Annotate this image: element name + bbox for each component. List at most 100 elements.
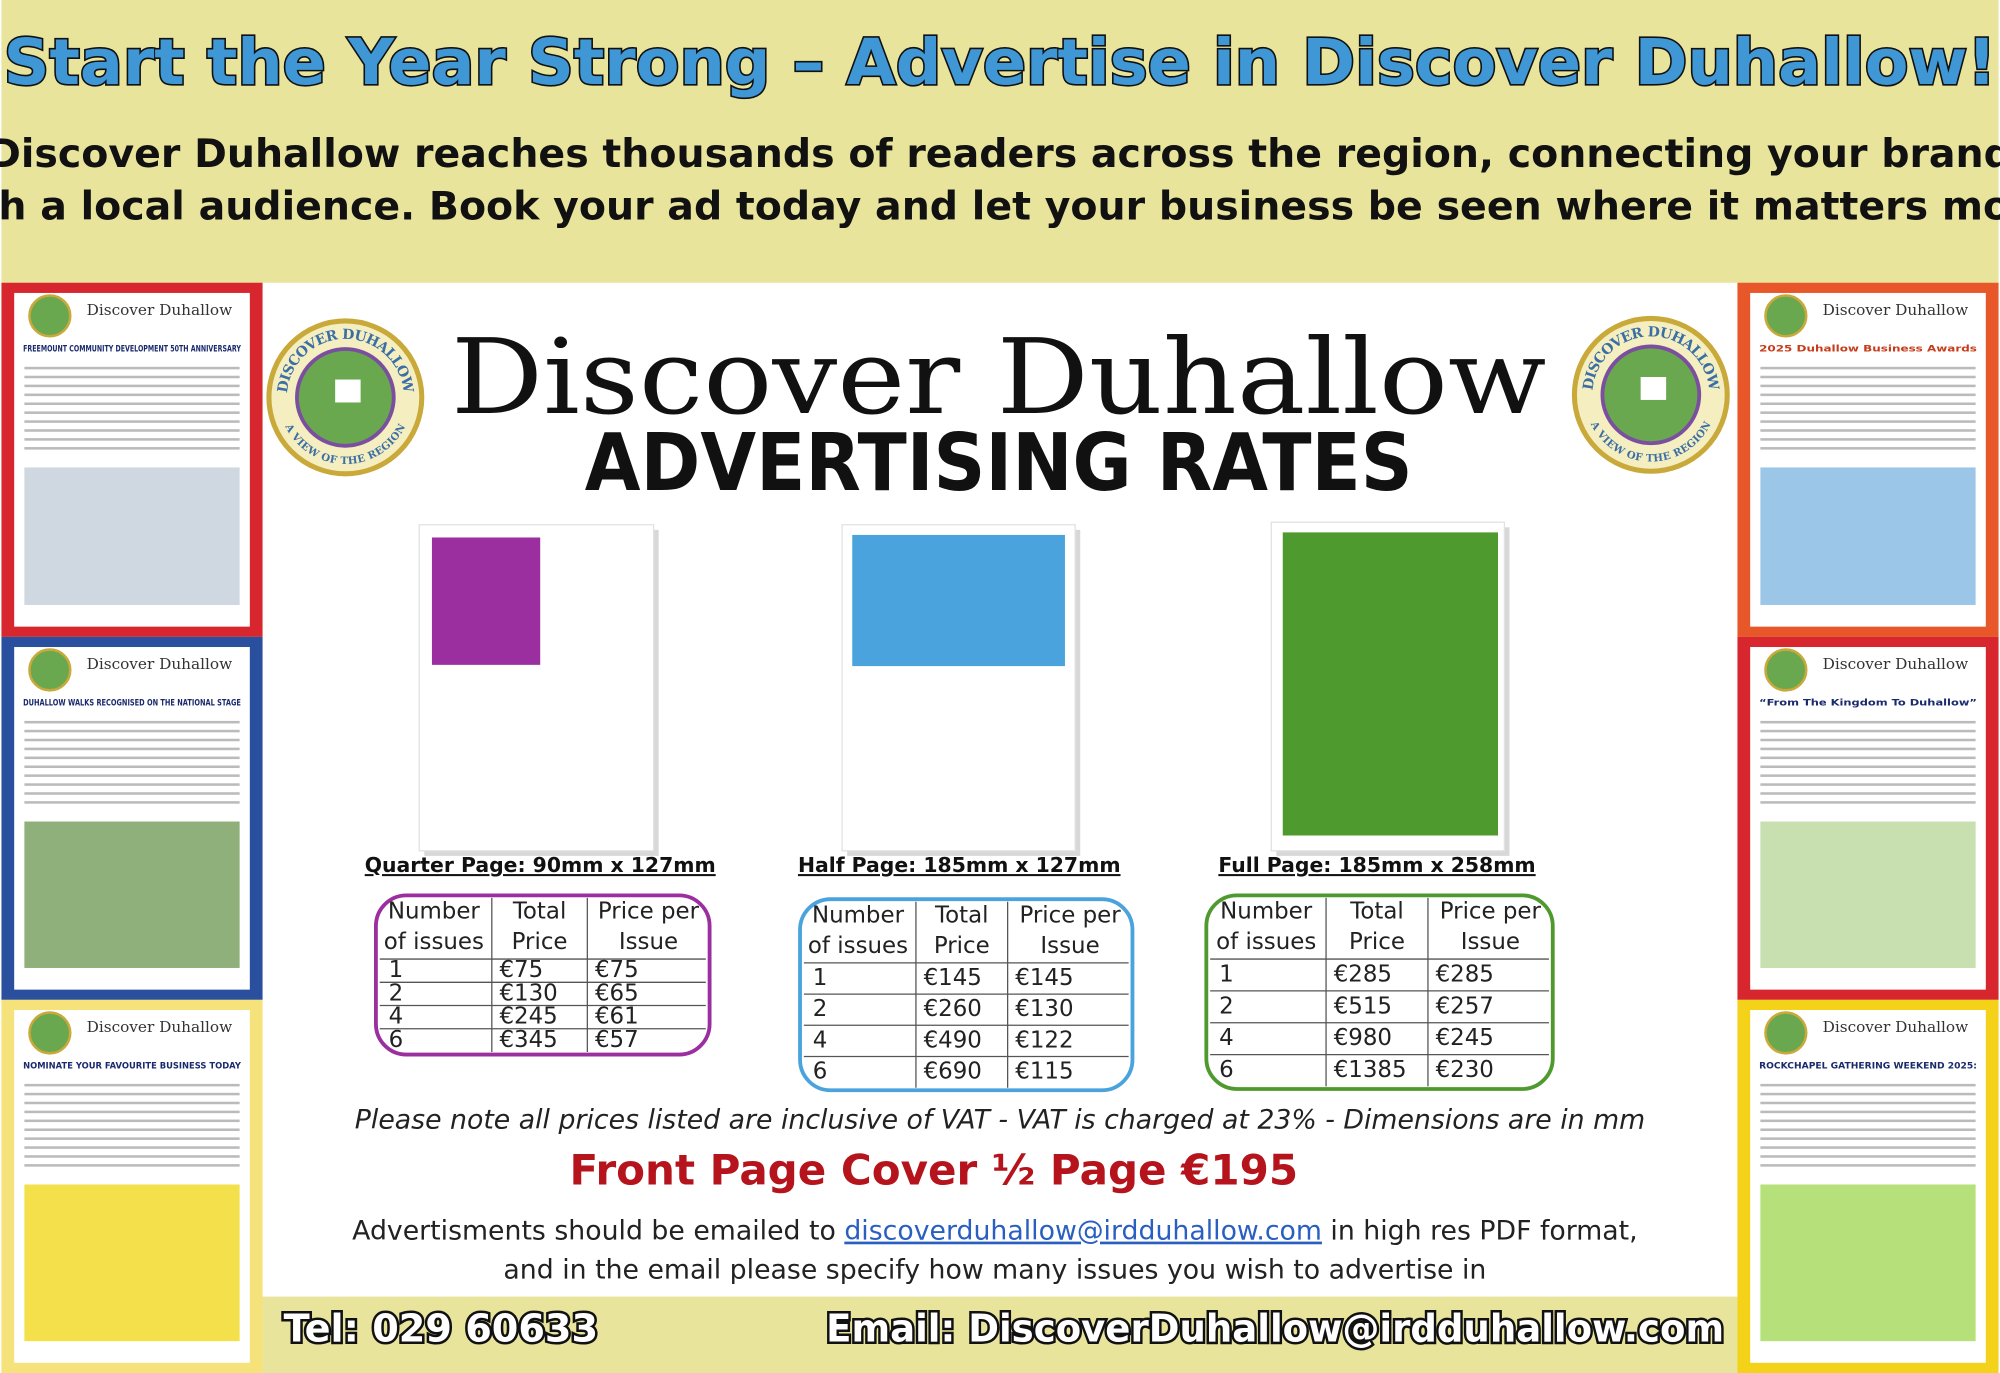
ad-area [852, 534, 1065, 667]
table-cell: 6 [389, 1027, 404, 1053]
cover-text-line [1760, 774, 1976, 777]
cover-text-line [24, 720, 240, 724]
table-cell: €75 [595, 957, 639, 983]
cover-logo [1764, 294, 1808, 338]
cover-masthead: Discover Duhallow [87, 1018, 233, 1036]
table-cell: €115 [1015, 1059, 1073, 1085]
cover-logo [1764, 648, 1808, 692]
cover-text-line [1760, 1119, 1976, 1123]
cover-text-line [24, 402, 240, 406]
cover-text-line [1760, 375, 1976, 379]
table-header: of issues [808, 933, 908, 959]
table-header: Price per [1440, 898, 1542, 924]
cover-text-line [1760, 738, 1976, 742]
brand-name: Discover Duhallow [451, 316, 1546, 438]
email-text: Advertisments should be emailed to [352, 1215, 844, 1246]
cover-text-line [1760, 756, 1976, 760]
cover-text-line [24, 1083, 240, 1087]
table-cell: €490 [924, 1027, 982, 1053]
footer-tel: Tel: 029 60633 [284, 1307, 598, 1351]
cover-text-line [1760, 366, 1976, 370]
table-header: Issue [1461, 929, 1520, 955]
cover-photo [1760, 821, 1976, 968]
cover-text-line [1760, 402, 1976, 406]
cover-text-line [24, 384, 240, 388]
intro-line: with a local audience. Book your ad toda… [0, 183, 2000, 229]
table-cell: 4 [1219, 1025, 1234, 1051]
vat-note: Please note all prices listed are inclus… [355, 1104, 1645, 1135]
cover-text-line [1760, 1164, 1976, 1167]
table-cell: 2 [813, 996, 828, 1022]
table-cell: €145 [924, 965, 982, 991]
cover-text-line [24, 447, 240, 450]
cover-photo [24, 467, 240, 605]
table-cell: 1 [813, 965, 828, 991]
cover-text-line [24, 375, 240, 379]
cover-text-line [1760, 393, 1976, 397]
cover-logo [28, 294, 72, 338]
cover-text-line [24, 774, 240, 777]
table-cell: €130 [499, 980, 557, 1006]
cover-text-line [1760, 792, 1976, 795]
cover-headline: NOMINATE YOUR FAVOURITE BUSINESS TODAY [23, 1062, 241, 1072]
cover-text-line [1760, 429, 1976, 432]
table-cell: €65 [595, 980, 639, 1006]
cover-text-line [1760, 411, 1976, 414]
table-header: Total [1349, 898, 1404, 924]
cover-text-line [1760, 720, 1976, 724]
cover-text-line [1760, 420, 1976, 423]
intro-line: Discover Duhallow reaches thousands of r… [0, 131, 2000, 177]
headline: Start the Year Strong – Advertise in Dis… [4, 26, 1997, 100]
cover-text-line [24, 1146, 240, 1149]
cover-text-line [24, 1101, 240, 1105]
cover-text-line [1760, 765, 1976, 769]
email-link[interactable]: discoverduhallow@irdduhallow.com [844, 1215, 1322, 1246]
cover-text-line [24, 729, 240, 733]
cover-text-line [1760, 1137, 1976, 1140]
cover-text-line [1760, 1155, 1976, 1158]
table-cell: 1 [389, 957, 404, 983]
table-cell: €285 [1334, 961, 1392, 987]
size-label: Full Page: 185mm x 258mm [1218, 853, 1535, 877]
email-info: and in the email please specify how many… [503, 1255, 1486, 1286]
cover-text-line [1760, 1128, 1976, 1132]
cover-logo [28, 648, 72, 692]
table-cell: 2 [389, 980, 404, 1006]
cover-text-line [24, 393, 240, 397]
cover-masthead: Discover Duhallow [87, 655, 233, 673]
cover-text-line [24, 792, 240, 795]
table-cell: €345 [499, 1027, 557, 1053]
cover-text-line [1760, 1092, 1976, 1096]
ad-area [431, 537, 541, 665]
table-cell: 4 [389, 1004, 404, 1030]
table-header: Price [1349, 929, 1405, 955]
email-info: Advertisments should be emailed to disco… [352, 1215, 1638, 1246]
table-header: Total [512, 898, 567, 924]
table-header: Issue [619, 929, 678, 955]
cover-masthead: Discover Duhallow [1823, 655, 1969, 673]
table-header: Price per [598, 898, 700, 924]
cover-logo [28, 1011, 72, 1055]
table-header: Total [934, 902, 988, 928]
cover-text-line [24, 738, 240, 742]
cover-text-line [24, 438, 240, 441]
table-header: of issues [384, 929, 484, 955]
footer-email: Email: DiscoverDuhallow@irdduhallow.com [826, 1307, 1724, 1351]
table-cell: €1385 [1334, 1057, 1407, 1083]
cover-text-line [24, 765, 240, 769]
cover-text-line [24, 429, 240, 432]
table-header: Price [512, 929, 568, 955]
table-cell: €980 [1334, 1025, 1392, 1051]
cover-headline: “From The Kingdom To Duhallow” [1759, 699, 1977, 709]
table-cell: 4 [813, 1027, 828, 1053]
table-cell: €245 [1436, 1025, 1494, 1051]
cover-text-line [1760, 1083, 1976, 1087]
cover-text-line [1760, 1101, 1976, 1105]
cover-photo [1760, 467, 1976, 605]
cover-text-line [24, 1119, 240, 1123]
cover-text-line [1760, 447, 1976, 450]
price-table [1204, 893, 1555, 1091]
cover-text-line [24, 1092, 240, 1096]
cover-text-line [1760, 801, 1976, 804]
table-cell: €57 [595, 1027, 639, 1053]
